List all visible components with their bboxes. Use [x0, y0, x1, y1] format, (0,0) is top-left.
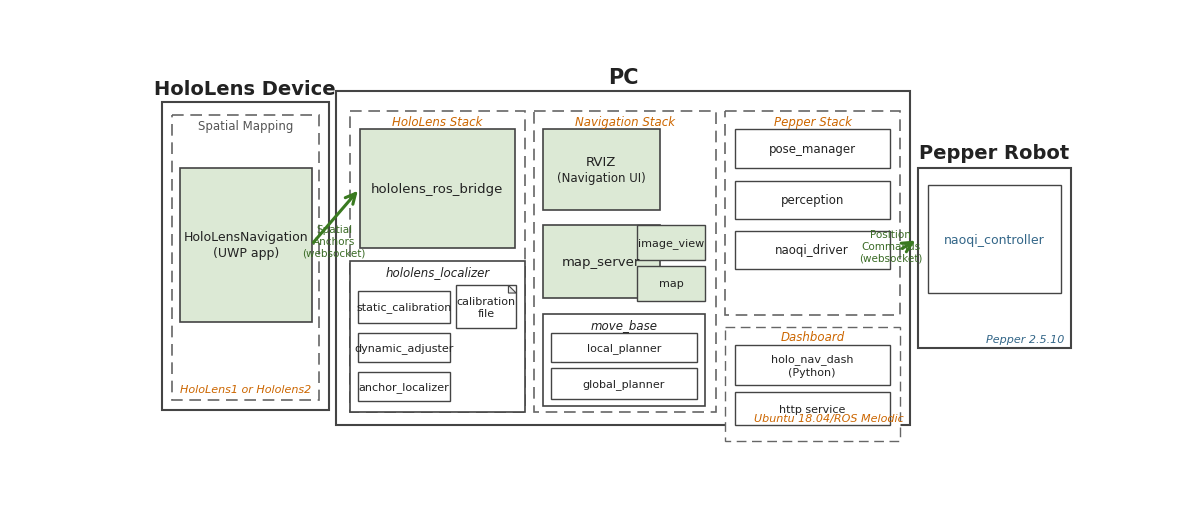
- Bar: [551, 333, 697, 363]
- Text: holo_nav_dash: holo_nav_dash: [771, 354, 853, 364]
- Bar: [544, 130, 659, 211]
- Bar: [360, 130, 515, 249]
- Bar: [337, 91, 909, 426]
- Text: move_base: move_base: [591, 319, 657, 331]
- Text: global_planner: global_planner: [582, 378, 665, 389]
- Text: Dashboard: Dashboard: [781, 331, 845, 344]
- Text: naoqi_driver: naoqi_driver: [776, 244, 849, 257]
- Bar: [358, 291, 450, 323]
- Bar: [735, 181, 890, 220]
- Text: Pepper Robot: Pepper Robot: [919, 143, 1069, 162]
- Text: local_planner: local_planner: [587, 342, 662, 354]
- Bar: [918, 168, 1071, 349]
- Text: HoloLensNavigation: HoloLensNavigation: [183, 231, 308, 244]
- Text: calibration: calibration: [456, 296, 516, 307]
- Text: HoloLens Stack: HoloLens Stack: [392, 116, 482, 129]
- Text: (Navigation UI): (Navigation UI): [557, 171, 646, 184]
- Bar: [928, 186, 1061, 293]
- Text: PC: PC: [608, 68, 639, 87]
- Bar: [551, 368, 697, 399]
- Text: Pepper 2.5.10: Pepper 2.5.10: [986, 335, 1065, 344]
- Text: static_calibration: static_calibration: [356, 302, 451, 313]
- Text: Position
Commands
(websocket): Position Commands (websocket): [859, 230, 923, 263]
- Bar: [172, 116, 319, 400]
- Text: hololens_localizer: hololens_localizer: [385, 266, 490, 278]
- Bar: [544, 226, 659, 299]
- Text: naoqi_controller: naoqi_controller: [944, 233, 1044, 246]
- Text: (Python): (Python): [788, 367, 836, 377]
- Bar: [358, 372, 450, 401]
- Text: map_server: map_server: [562, 256, 641, 269]
- Bar: [735, 231, 890, 270]
- Bar: [162, 103, 328, 410]
- Bar: [544, 314, 705, 407]
- Text: anchor_localizer: anchor_localizer: [358, 381, 449, 392]
- Bar: [735, 345, 890, 385]
- Text: image_view: image_view: [638, 238, 704, 248]
- Bar: [534, 112, 716, 412]
- Text: file: file: [478, 309, 494, 319]
- Bar: [350, 262, 525, 412]
- Text: RVIZ: RVIZ: [586, 156, 617, 169]
- Text: pose_manager: pose_manager: [769, 142, 855, 156]
- Bar: [735, 392, 890, 425]
- Text: HoloLens1 or Hololens2: HoloLens1 or Hololens2: [180, 384, 312, 394]
- Bar: [725, 112, 900, 316]
- Text: (UWP app): (UWP app): [213, 246, 279, 259]
- Bar: [350, 112, 525, 412]
- Text: Pepper Stack: Pepper Stack: [774, 116, 852, 129]
- Text: Ubuntu 18.04/ROS Melodic: Ubuntu 18.04/ROS Melodic: [754, 413, 903, 423]
- Bar: [638, 226, 705, 261]
- Bar: [735, 130, 890, 168]
- Text: Navigation Stack: Navigation Stack: [575, 116, 675, 129]
- Bar: [725, 327, 900, 441]
- Text: Spatial
Anchors
(websocket): Spatial Anchors (websocket): [302, 225, 366, 258]
- Text: Spatial Mapping: Spatial Mapping: [198, 120, 294, 133]
- Text: http service: http service: [780, 403, 846, 414]
- Polygon shape: [509, 286, 516, 293]
- Text: HoloLens Device: HoloLens Device: [154, 80, 336, 98]
- Bar: [179, 168, 312, 322]
- Text: perception: perception: [781, 194, 845, 207]
- Bar: [456, 286, 516, 328]
- Text: hololens_ros_bridge: hololens_ros_bridge: [371, 183, 503, 196]
- Text: dynamic_adjuster: dynamic_adjuster: [354, 342, 454, 354]
- Bar: [638, 267, 705, 301]
- Text: map: map: [659, 279, 683, 289]
- Bar: [358, 333, 450, 363]
